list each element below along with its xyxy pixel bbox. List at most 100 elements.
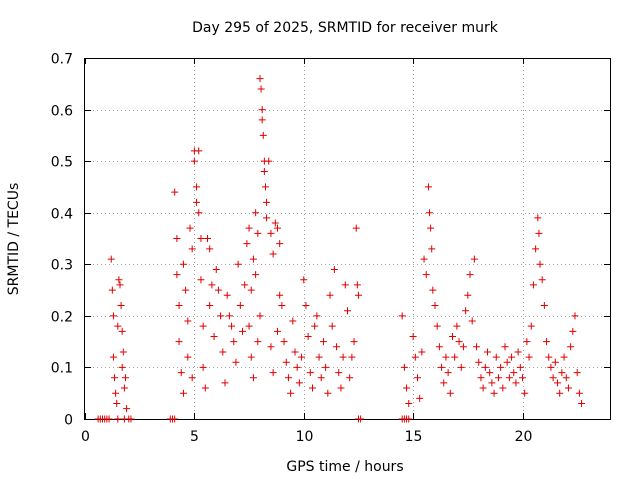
data-point xyxy=(431,302,439,310)
data-point xyxy=(468,317,476,325)
data-point xyxy=(433,322,441,330)
data-point xyxy=(254,338,262,346)
data-point xyxy=(416,394,424,402)
data-point xyxy=(302,302,310,310)
data-point xyxy=(554,379,561,387)
data-point xyxy=(490,389,498,397)
data-point xyxy=(551,358,559,366)
data-point xyxy=(206,302,214,310)
data-point xyxy=(348,353,356,361)
data-point xyxy=(499,384,507,392)
data-point xyxy=(514,348,522,356)
data-point xyxy=(440,379,448,387)
data-point xyxy=(339,353,347,361)
data-point xyxy=(435,343,443,351)
data-point xyxy=(118,363,126,371)
data-point xyxy=(503,358,511,366)
data-point xyxy=(567,343,575,351)
data-point xyxy=(127,415,135,423)
data-point xyxy=(287,389,295,397)
data-point xyxy=(243,240,251,248)
data-point xyxy=(357,415,365,423)
data-point xyxy=(475,358,483,366)
data-point xyxy=(571,312,579,320)
data-point xyxy=(188,245,196,253)
data-point xyxy=(304,332,312,340)
data-point xyxy=(540,302,548,310)
data-point xyxy=(263,214,271,222)
data-point xyxy=(108,286,116,294)
data-point xyxy=(245,224,253,232)
data-point xyxy=(175,338,183,346)
data-point xyxy=(278,302,286,310)
data-point xyxy=(527,322,535,330)
data-point xyxy=(107,255,115,263)
data-point xyxy=(293,363,301,371)
data-point xyxy=(311,322,319,330)
data-point xyxy=(444,369,452,377)
data-point xyxy=(400,363,408,371)
data-point xyxy=(199,322,207,330)
data-point xyxy=(173,271,181,279)
data-point xyxy=(486,369,494,377)
y-tick-label: 0.6 xyxy=(51,104,73,120)
data-point xyxy=(195,209,203,217)
data-point xyxy=(269,250,277,258)
data-point xyxy=(232,358,240,366)
x-tick-label: 0 xyxy=(81,429,90,445)
data-point xyxy=(121,374,129,382)
data-point xyxy=(230,338,238,346)
data-point xyxy=(319,338,327,346)
data-point xyxy=(284,374,292,382)
data-point xyxy=(573,369,581,377)
data-point xyxy=(225,312,233,320)
data-point xyxy=(442,353,450,361)
x-tick-label: 20 xyxy=(515,429,533,445)
data-point xyxy=(330,265,338,273)
data-point xyxy=(269,369,277,377)
data-point xyxy=(519,374,526,382)
data-point xyxy=(510,369,518,377)
data-point xyxy=(560,353,568,361)
data-point xyxy=(259,131,267,139)
data-point xyxy=(298,353,306,361)
data-point xyxy=(204,235,211,242)
data-point xyxy=(184,317,192,325)
data-point xyxy=(179,389,187,397)
data-point xyxy=(265,157,273,165)
data-point xyxy=(497,363,505,371)
data-point xyxy=(120,384,128,392)
data-point xyxy=(171,188,179,196)
data-point xyxy=(558,369,566,377)
data-point xyxy=(564,384,572,392)
grid-layer xyxy=(85,58,610,419)
data-point xyxy=(186,224,194,232)
data-point xyxy=(525,353,533,361)
data-point xyxy=(118,327,126,335)
data-point xyxy=(324,389,332,397)
data-point xyxy=(484,348,491,356)
data-point xyxy=(492,353,500,361)
data-point xyxy=(562,374,570,382)
data-point xyxy=(536,260,544,268)
data-point xyxy=(206,245,214,253)
data-point xyxy=(424,183,432,191)
data-point xyxy=(197,276,205,284)
data-point xyxy=(219,348,227,356)
data-point xyxy=(184,353,192,361)
data-point xyxy=(538,276,546,284)
data-point xyxy=(418,348,426,356)
data-point xyxy=(449,332,456,340)
data-point xyxy=(428,245,436,253)
data-point xyxy=(199,363,207,371)
data-point xyxy=(473,343,481,351)
data-point xyxy=(535,229,543,237)
data-point xyxy=(451,353,459,361)
data-point xyxy=(455,338,463,346)
data-point xyxy=(210,332,218,340)
data-point xyxy=(516,363,524,371)
data-point xyxy=(543,338,551,346)
data-point xyxy=(315,353,323,361)
data-point xyxy=(346,374,354,382)
